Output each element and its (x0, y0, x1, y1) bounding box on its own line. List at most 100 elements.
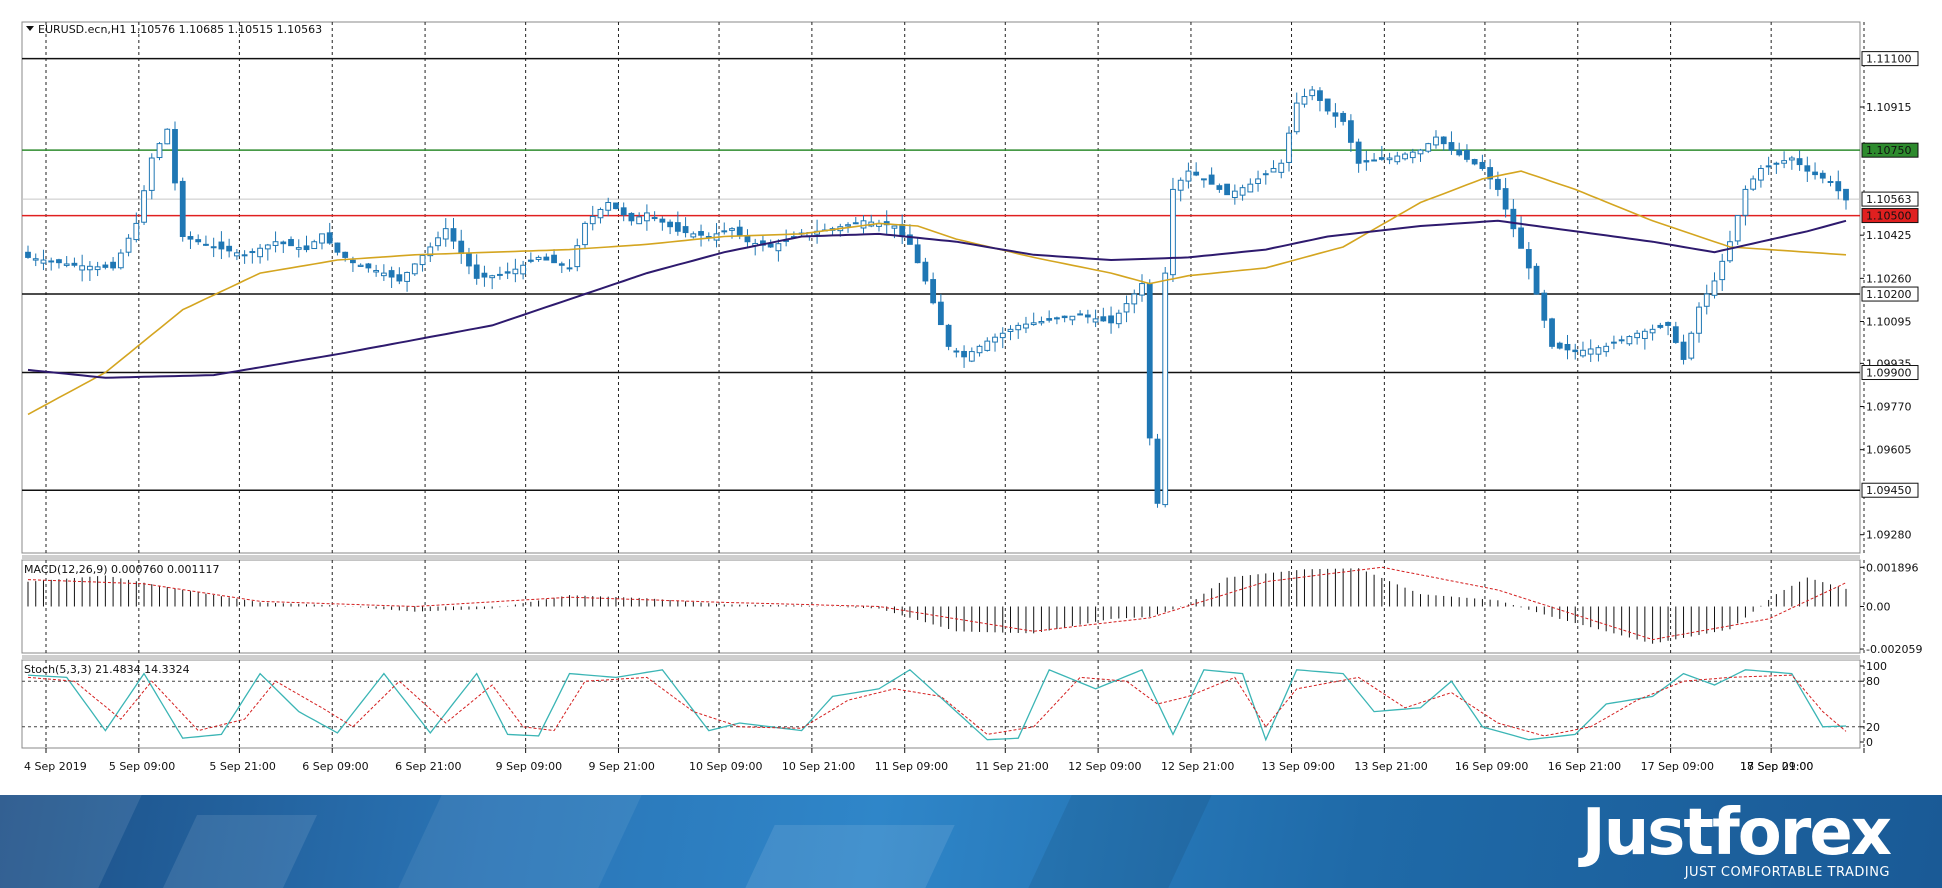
time-axis-label: 13 Sep 21:00 (1354, 760, 1427, 773)
candle-body (1494, 178, 1501, 190)
candle-body (1433, 136, 1439, 146)
candle-body (643, 212, 650, 222)
candle-body (1711, 280, 1718, 296)
candle-body (334, 242, 341, 253)
candle-body (63, 263, 70, 266)
candle-body (1819, 172, 1826, 179)
candle-body (1262, 173, 1269, 176)
candle-body (1185, 170, 1192, 182)
candle-body (1317, 90, 1323, 101)
candle-body (1665, 321, 1671, 326)
candle-body (195, 239, 202, 243)
candle-body (961, 350, 967, 358)
candle-body (937, 301, 944, 326)
candle-body (1626, 336, 1633, 345)
candle-body (620, 207, 627, 216)
price-axis-label: 1.10750 (1866, 144, 1912, 157)
price-label-box (1861, 142, 1919, 158)
candle-body (1564, 343, 1571, 351)
candle-body (203, 243, 209, 246)
time-axis-label: 18 Sep 09:00 (1740, 760, 1813, 773)
candle-body (674, 222, 681, 232)
candle-body (388, 270, 395, 278)
candle-body (435, 237, 441, 247)
justforex-logo: Justforex (1581, 796, 1892, 870)
forex-chart[interactable]: 4 Sep 2019 5 Sep 09:00 5 Sep 21:00 6 Sep 09… (0, 0, 1942, 795)
candle-body (102, 264, 109, 268)
candle-body (1015, 324, 1022, 331)
candle-body (1440, 136, 1447, 145)
candle-body (156, 143, 163, 159)
candle-body (272, 241, 279, 246)
macd-histogram (27, 568, 1847, 644)
candle-body (481, 272, 488, 278)
candle-body (860, 220, 867, 229)
candle-body (71, 262, 78, 266)
candle-body (1394, 155, 1401, 163)
candle-body (1471, 159, 1478, 165)
stoch-axis-label: 80 (1866, 675, 1880, 688)
candle-body (187, 236, 194, 240)
time-axis-label: 5 Sep 09:00 (109, 760, 175, 773)
candle-body (1696, 306, 1702, 334)
price-axis-label: 1.10260 (1866, 272, 1912, 285)
candle-body (1061, 315, 1068, 319)
candle-body (953, 350, 960, 353)
candle-body (551, 254, 557, 264)
candle-body (1572, 349, 1579, 353)
candle-body (249, 251, 256, 254)
candle-body (999, 332, 1006, 339)
brand-footer: Justforex JUST COMFORTABLE TRADING (0, 795, 1942, 888)
candle-body (628, 212, 635, 222)
chart-header-label: EURUSD.ecn,H1 1.10576 1.10685 1.10515 1.… (38, 23, 322, 36)
candle-body (899, 223, 906, 236)
candle-body (48, 260, 55, 263)
candle-body (319, 233, 325, 244)
candle-body (280, 241, 287, 245)
time-axis-label: 9 Sep 21:00 (588, 760, 654, 773)
candle-body (690, 233, 697, 238)
stoch-signal-line (27, 674, 1847, 737)
candle-body (651, 217, 658, 220)
candle-body (1657, 324, 1664, 328)
candle-body (1448, 142, 1455, 151)
candle-body (1278, 162, 1285, 173)
brand-tagline: JUST COMFORTABLE TRADING (1684, 865, 1890, 880)
candle-body (1804, 165, 1811, 172)
candle-body (1030, 322, 1037, 326)
time-axis-label: 10 Sep 21:00 (782, 760, 855, 773)
candle-body (1340, 112, 1347, 122)
stoch-axis-label: 100 (1866, 660, 1887, 673)
candle-body (295, 247, 302, 250)
candle-body (350, 259, 356, 264)
candle-body (1023, 323, 1029, 329)
candle-body (930, 279, 937, 304)
indicator-panel-frame (21, 659, 1861, 749)
candle-body (1827, 181, 1834, 184)
candle-body (504, 271, 511, 274)
macd-axis-label: 0.001896 (1866, 561, 1919, 574)
price-axis-label: 1.09450 (1866, 484, 1912, 497)
candle-body (1680, 341, 1687, 360)
candle-body (613, 202, 619, 210)
candle-body (1456, 149, 1463, 156)
candle-body (589, 215, 596, 225)
price-axis-label: 1.11100 (1866, 53, 1912, 66)
candle-body (1603, 345, 1610, 353)
candle-body (744, 235, 751, 243)
candle-body (1347, 120, 1354, 143)
candle-body (133, 222, 140, 241)
candle-body (698, 231, 704, 236)
candle-body (1533, 265, 1540, 295)
candle-body (342, 251, 349, 258)
candle-body (1177, 179, 1184, 191)
candle-body (1286, 132, 1292, 163)
candle-body (1634, 332, 1641, 339)
candle-body (1464, 149, 1470, 160)
candle-body (992, 336, 998, 343)
candle-body (1611, 341, 1617, 344)
candle-body (1301, 96, 1308, 105)
candle-body (419, 254, 426, 266)
panel-divider (22, 555, 1860, 560)
candle-body (86, 265, 93, 271)
